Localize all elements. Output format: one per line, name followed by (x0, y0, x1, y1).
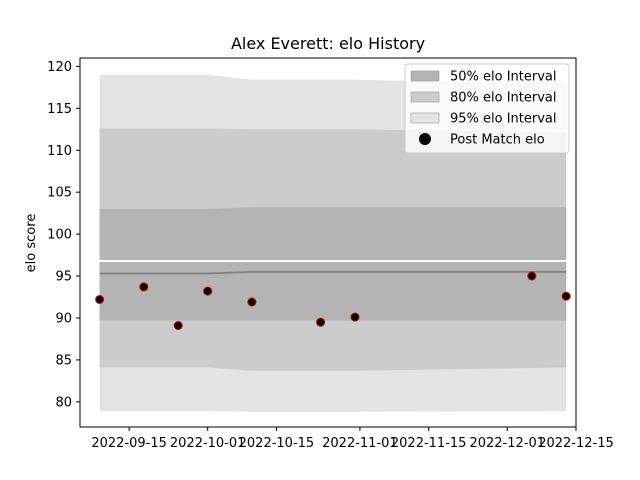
data-point (247, 297, 257, 307)
y-tick-label: 110 (47, 144, 72, 159)
legend-box (404, 63, 570, 154)
legend-swatch (410, 112, 440, 124)
legend-label: 80% elo Interval (450, 91, 557, 106)
plot-frame (79, 57, 577, 428)
legend-marker (419, 133, 431, 145)
x-tick-label: 2022-10-01 (170, 436, 246, 451)
data-point (316, 317, 326, 327)
y-tick-label: 105 (47, 186, 72, 201)
band-50 (99, 207, 567, 321)
data-point (139, 282, 149, 292)
y-tick-label: 115 (47, 102, 72, 117)
y-tick-label: 100 (47, 228, 72, 243)
y-tick-label: 95 (55, 270, 72, 285)
y-tick-label: 120 (47, 60, 72, 75)
data-point (95, 295, 105, 304)
x-tick-label: 2022-11-01 (322, 436, 398, 451)
x-tick-label: 2022-10-15 (239, 436, 315, 451)
data-point (203, 286, 213, 296)
chart-title: Alex Everett: elo History (231, 34, 425, 53)
x-tick-label: 2022-09-15 (91, 436, 167, 451)
legend-label: 95% elo Interval (450, 112, 557, 127)
y-tick-label: 85 (55, 353, 72, 368)
legend: 50% elo Interval 80% elo Interval 95% elo … (404, 63, 570, 154)
legend-label: 50% elo Interval (450, 70, 557, 85)
legend-swatch (410, 70, 440, 82)
data-point (350, 312, 360, 322)
data-point (561, 291, 571, 301)
x-tick-label: 2022-12-15 (538, 436, 614, 451)
y-axis-label: elo score (24, 214, 39, 273)
y-tick-label: 90 (55, 311, 72, 326)
legend-label: Post Match elo (450, 133, 545, 148)
mean-line (99, 271, 567, 275)
data-point (173, 321, 183, 330)
y-tick-label: 80 (55, 395, 72, 410)
legend-swatch (410, 91, 440, 103)
x-tick-label: 2022-12-01 (469, 436, 545, 451)
x-tick-label: 2022-11-15 (391, 436, 467, 451)
data-point (527, 271, 537, 281)
